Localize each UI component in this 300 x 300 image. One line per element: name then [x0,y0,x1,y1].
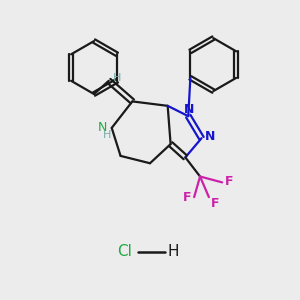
Text: H: H [113,73,121,83]
Text: Cl: Cl [118,244,132,259]
Text: N: N [98,122,107,134]
Text: F: F [183,191,192,204]
Text: N: N [205,130,215,143]
Text: H: H [168,244,179,259]
Text: N: N [184,103,194,116]
Text: F: F [211,197,219,210]
Text: F: F [225,175,233,188]
Text: H: H [103,130,112,140]
